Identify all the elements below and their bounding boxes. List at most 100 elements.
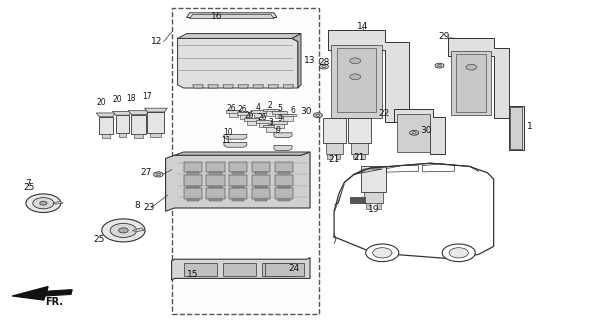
Polygon shape — [209, 186, 222, 188]
Text: 9: 9 — [276, 126, 281, 135]
Polygon shape — [119, 133, 126, 137]
Polygon shape — [99, 117, 113, 134]
Polygon shape — [172, 258, 310, 280]
Text: 26: 26 — [238, 105, 247, 114]
Ellipse shape — [435, 63, 444, 68]
Polygon shape — [206, 175, 225, 186]
Polygon shape — [113, 111, 132, 115]
Polygon shape — [328, 30, 409, 122]
Polygon shape — [397, 114, 430, 152]
Polygon shape — [232, 199, 244, 201]
Text: 5: 5 — [277, 104, 282, 113]
Polygon shape — [280, 114, 296, 116]
Ellipse shape — [365, 244, 399, 262]
Text: 28: 28 — [318, 58, 329, 67]
Text: 26: 26 — [227, 104, 237, 113]
Polygon shape — [259, 120, 268, 127]
Polygon shape — [102, 134, 110, 138]
Text: 8: 8 — [134, 201, 140, 210]
Bar — [172, 8, 319, 314]
Text: 20: 20 — [113, 95, 122, 104]
Polygon shape — [229, 175, 247, 186]
Polygon shape — [255, 172, 267, 174]
Text: 16: 16 — [211, 12, 223, 21]
Ellipse shape — [110, 223, 137, 237]
Ellipse shape — [119, 228, 128, 233]
Polygon shape — [452, 51, 491, 115]
Polygon shape — [209, 172, 222, 174]
Polygon shape — [128, 111, 149, 115]
Polygon shape — [351, 143, 368, 154]
Text: 15: 15 — [187, 270, 199, 279]
Ellipse shape — [315, 114, 320, 116]
Ellipse shape — [466, 64, 477, 70]
Polygon shape — [252, 162, 270, 172]
Polygon shape — [208, 85, 219, 88]
Polygon shape — [223, 85, 234, 88]
Polygon shape — [263, 125, 279, 127]
Polygon shape — [275, 188, 293, 199]
Polygon shape — [361, 166, 386, 192]
Polygon shape — [275, 162, 293, 172]
Polygon shape — [283, 114, 293, 121]
Polygon shape — [265, 263, 304, 276]
Polygon shape — [268, 85, 279, 88]
Text: 25: 25 — [94, 235, 105, 244]
Polygon shape — [187, 186, 199, 188]
Polygon shape — [254, 110, 264, 117]
Polygon shape — [247, 118, 256, 125]
Polygon shape — [252, 175, 270, 186]
Text: 30: 30 — [300, 107, 312, 116]
Polygon shape — [190, 14, 274, 19]
Ellipse shape — [102, 219, 145, 242]
Polygon shape — [255, 199, 267, 201]
Polygon shape — [226, 110, 241, 113]
Polygon shape — [184, 188, 202, 199]
Polygon shape — [96, 113, 116, 117]
Text: 23: 23 — [143, 203, 154, 212]
Text: 1: 1 — [527, 122, 533, 131]
Polygon shape — [255, 186, 267, 188]
Polygon shape — [510, 107, 522, 149]
Polygon shape — [364, 192, 383, 203]
Text: 11: 11 — [221, 136, 231, 145]
Polygon shape — [178, 34, 301, 38]
Polygon shape — [224, 134, 247, 139]
Polygon shape — [252, 188, 270, 199]
Polygon shape — [326, 143, 343, 154]
Text: 7: 7 — [25, 179, 31, 188]
Polygon shape — [274, 121, 284, 128]
Polygon shape — [262, 263, 295, 276]
Polygon shape — [187, 172, 199, 174]
Text: 3: 3 — [268, 118, 273, 127]
Polygon shape — [116, 115, 129, 133]
Polygon shape — [448, 38, 509, 118]
Polygon shape — [274, 133, 292, 138]
Polygon shape — [238, 85, 249, 88]
Polygon shape — [377, 203, 381, 209]
Text: FR.: FR. — [45, 297, 63, 308]
Text: 26: 26 — [258, 113, 267, 122]
Polygon shape — [275, 111, 284, 118]
Polygon shape — [53, 201, 63, 204]
Ellipse shape — [33, 198, 54, 209]
Polygon shape — [361, 154, 365, 159]
Text: 21: 21 — [354, 153, 365, 162]
Ellipse shape — [373, 248, 392, 258]
Text: 29: 29 — [438, 32, 449, 41]
Polygon shape — [132, 228, 144, 232]
Text: 30: 30 — [420, 126, 432, 135]
Ellipse shape — [449, 248, 468, 258]
Ellipse shape — [409, 131, 418, 135]
Polygon shape — [184, 162, 202, 172]
Polygon shape — [175, 152, 310, 155]
Text: 20: 20 — [96, 98, 106, 107]
Polygon shape — [278, 172, 290, 174]
Text: 19: 19 — [368, 205, 380, 214]
Ellipse shape — [40, 201, 47, 205]
Polygon shape — [394, 109, 445, 154]
Ellipse shape — [26, 194, 61, 212]
Polygon shape — [350, 197, 365, 203]
Polygon shape — [256, 120, 272, 123]
Polygon shape — [348, 118, 371, 143]
